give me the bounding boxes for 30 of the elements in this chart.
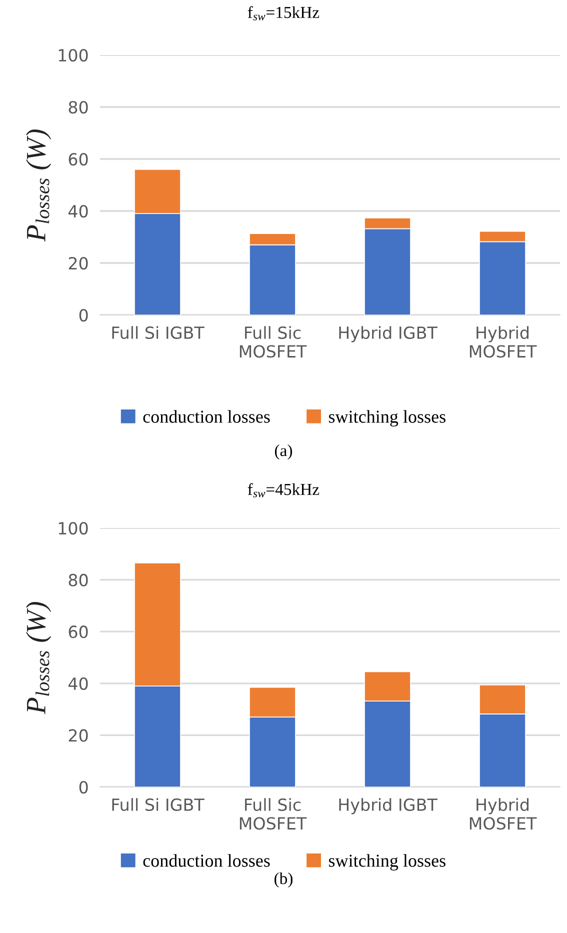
chart-title: f$_{sw}$=45kHz [248, 483, 320, 498]
y-axis-title: P$_{losses}$ (W) [26, 130, 52, 242]
text: (b) [274, 872, 292, 888]
text: (a) [274, 444, 292, 460]
x-tick-label: Hybrid MOSFET [470, 798, 537, 830]
y-tick-label: 40 [68, 677, 88, 690]
y-tick-label: 80 [68, 574, 88, 586]
x-tick-label: Full Si IGBT [112, 326, 204, 340]
legend-label: switching losses [328, 410, 446, 427]
x-tick-label: Full Si IGBT [112, 798, 204, 812]
y-tick-label: 0 [79, 780, 88, 794]
x-tick-label: Hybrid MOSFET [470, 326, 537, 358]
y-tick-label: 60 [68, 626, 88, 638]
y-axis-title: P$_{losses}$ (W) [26, 602, 52, 714]
y-tick-label: 20 [68, 729, 88, 742]
x-tick-label: Hybrid IGBT [339, 326, 438, 342]
y-tick-label: 20 [68, 256, 88, 270]
x-tick-label: Full Sic MOSFET [240, 326, 307, 358]
x-tick-label: Full Sic MOSFET [240, 798, 307, 830]
y-tick-label: 0 [79, 308, 88, 322]
legend-label: conduction losses [143, 410, 270, 423]
legend-label: conduction losses [143, 854, 270, 867]
y-tick-label: 100 [58, 522, 88, 535]
x-tick-label: Hybrid IGBT [339, 798, 438, 814]
chart-title: f$_{sw}$=15kHz [248, 6, 320, 20]
y-tick-label: 80 [68, 100, 88, 114]
y-tick-label: 60 [68, 152, 88, 166]
legend-label: switching losses [328, 854, 446, 871]
y-tick-label: 100 [58, 48, 88, 62]
y-tick-label: 40 [68, 204, 88, 218]
